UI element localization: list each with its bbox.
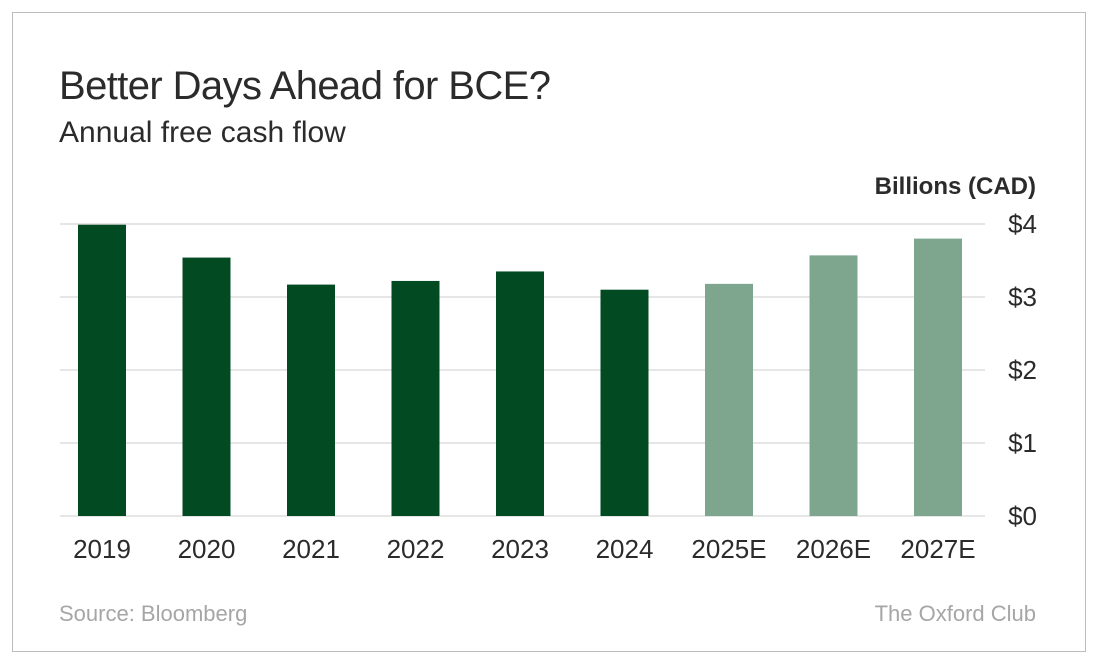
x-tick-label: 2024 — [596, 534, 654, 564]
y-tick-label: $2 — [1008, 355, 1037, 385]
x-tick-label: 2020 — [178, 534, 236, 564]
bar-2025e — [705, 283, 753, 516]
x-tick-label: 2026E — [796, 534, 871, 564]
bar-2027e — [914, 238, 962, 516]
source-note: Source: Bloomberg — [59, 601, 248, 626]
bar-2019 — [78, 224, 126, 517]
x-axis-ticks: 2019 2020 2021 2022 2023 2024 2025E 2026E 2027E — [73, 534, 976, 564]
bar-2024 — [600, 289, 649, 516]
y-tick-label: $4 — [1008, 209, 1037, 239]
chart-title: Better Days Ahead for BCE? — [59, 64, 551, 108]
bar-2020 — [182, 257, 231, 516]
y-axis-unit-label: Billions (CAD) — [874, 173, 1036, 200]
x-tick-label: 2019 — [73, 534, 131, 564]
bar-2026e — [809, 255, 858, 516]
x-tick-label: 2027E — [900, 534, 975, 564]
y-tick-label: $1 — [1008, 428, 1037, 458]
brand-credit: The Oxford Club — [874, 601, 1036, 626]
bar-2023 — [496, 271, 544, 516]
x-tick-label: 2025E — [691, 534, 766, 564]
x-tick-label: 2021 — [282, 534, 340, 564]
y-tick-label: $0 — [1008, 501, 1037, 531]
x-tick-label: 2023 — [491, 534, 549, 564]
y-axis-ticks: $0 $1 $2 $3 $4 — [1008, 209, 1037, 531]
bars — [78, 224, 962, 517]
bar-2022 — [391, 280, 440, 516]
bar-2021 — [287, 284, 335, 516]
y-tick-label: $3 — [1008, 282, 1037, 312]
chart-subtitle: Annual free cash flow — [59, 116, 346, 149]
x-tick-label: 2022 — [387, 534, 445, 564]
